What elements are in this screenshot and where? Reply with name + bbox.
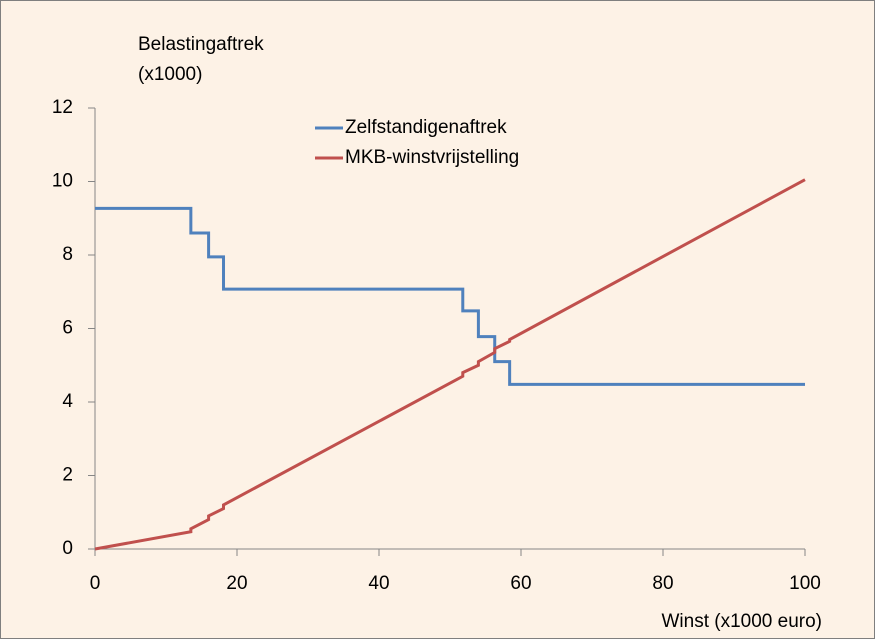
x-axis-label: Winst (x1000 euro) [661, 611, 822, 632]
series-line [94, 178, 806, 551]
x-tick-label: 0 [90, 573, 101, 594]
y-axis-label: (x1000) [138, 64, 202, 85]
y-axis-label: Belastingaftrek [138, 34, 264, 55]
legend-label: Zelfstandigenaftrek [345, 117, 507, 138]
x-tick-label: 20 [226, 573, 247, 594]
x-tick-label: 80 [652, 573, 673, 594]
x-tick-label: 40 [368, 573, 389, 594]
series-line [95, 206, 805, 386]
y-tick-label: 6 [62, 318, 73, 339]
y-tick-label: 0 [62, 538, 73, 559]
x-tick-label: 60 [510, 573, 531, 594]
y-tick-label: 12 [52, 97, 73, 118]
legend-label: MKB-winstvrijstelling [345, 147, 519, 168]
y-tick-label: 10 [52, 171, 73, 192]
x-tick-label: 100 [789, 573, 821, 594]
y-tick-label: 2 [62, 465, 73, 486]
y-tick-label: 4 [62, 391, 73, 412]
y-tick-label: 8 [62, 244, 73, 265]
